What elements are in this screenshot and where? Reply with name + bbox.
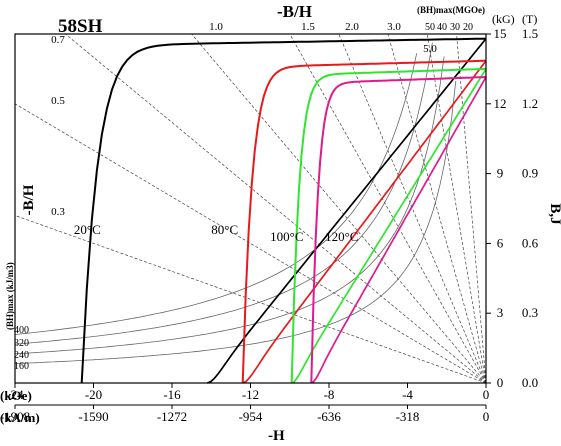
y-tick-label-kg: 6: [497, 235, 504, 250]
y-tick-label-kg: 15: [494, 26, 507, 41]
y-tick-label-t: 0.6: [522, 235, 539, 250]
normal-curve: [310, 76, 487, 384]
axes: -24 -1908 -20 -1590 -16 -1272 -12 -954 -8 -636 -4 -…: [0, 21, 539, 424]
intrinsic-curve: [290, 67, 487, 384]
bhmax-mgoe-label: (BH)max(MGOe): [417, 5, 485, 15]
x-tick-label-kam: -954: [239, 409, 263, 424]
energy-product-curve: [14, 56, 445, 355]
temperature-label: 20°C: [74, 222, 101, 237]
x-tick-label-koe: -20: [85, 387, 102, 402]
bhmax-kj-label-value: 320: [14, 338, 29, 349]
permeance-left-label: 0.7: [51, 34, 65, 46]
y-tick-label-kg: 3: [497, 305, 504, 320]
energy-product-curve: [14, 53, 418, 335]
y-tick-label-t: 0.9: [522, 166, 538, 181]
y-tick-label-t: 0.0: [522, 375, 538, 390]
left-permeance-label: -B/H: [21, 184, 37, 215]
permeance-left-label: 0.5: [51, 95, 65, 107]
normal-curve: [206, 38, 487, 384]
chart-title: 58SH: [58, 16, 103, 37]
temperature-label: 80°C: [211, 222, 238, 237]
permeance-top-label: 1.5: [301, 21, 315, 33]
permeance-line: [289, 33, 487, 384]
y-tick-label-kg: 9: [497, 166, 504, 181]
intrinsic-curve: [310, 76, 487, 384]
permeance-top-label: 1.0: [209, 21, 223, 33]
unit-t: (T): [522, 12, 537, 26]
permeance-top-label: 2.0: [345, 21, 359, 33]
x-tick-label-kam: 0: [483, 409, 490, 424]
bhmax-mgoe-label-value: 20: [463, 22, 473, 33]
x-tick-label-koe: -4: [402, 387, 413, 402]
temperature-label: 120°C: [325, 229, 358, 244]
energy-product-curve: [14, 81, 457, 364]
bhmax-kj-label-value: 240: [14, 350, 29, 361]
permeance-line: [387, 33, 487, 384]
y-tick-label-t: 1.5: [522, 26, 538, 41]
permeance-line: [14, 215, 487, 384]
y-axis-label: B,J: [547, 203, 561, 225]
unit-koe: (kOe): [0, 388, 32, 403]
y-tick-label-t: 0.3: [522, 305, 538, 320]
bhmax-kj-label-value: 400: [14, 325, 29, 336]
x-tick-label-koe: -24: [6, 387, 24, 402]
y-tick-label-kg: 12: [494, 96, 507, 111]
bhmax-kj-label: (BH)max (kJ/m3): [5, 262, 15, 330]
top-permeance-label: -B/H: [277, 2, 312, 21]
permeance-top-label: 5.0: [423, 43, 437, 55]
intrinsic-curve: [241, 59, 486, 384]
permeance-line: [65, 33, 487, 384]
x-tick-label-kam: -636: [317, 409, 341, 424]
normal-curve: [291, 68, 487, 384]
bhmax-mgoe-label-value: 30: [450, 22, 460, 33]
unit-kg: (kG): [492, 12, 515, 26]
normal-curve: [242, 60, 487, 384]
permeance-top-label: 3.0: [387, 21, 401, 33]
x-axis-label: -H: [268, 428, 285, 444]
x-tick-label-kam: -318: [396, 409, 420, 424]
x-tick-label-kam: -1908: [0, 409, 30, 424]
temperature-label: 100°C: [270, 229, 303, 244]
bhmax-mgoe-label-value: 40: [437, 22, 447, 33]
bhmax-kj-label-value: 160: [14, 361, 29, 372]
x-tick-label-koe: -12: [242, 387, 259, 402]
intrinsic-curve: [80, 37, 486, 384]
x-tick-label-koe: 0: [483, 387, 490, 402]
permeance-line: [338, 33, 487, 384]
unit-kam: (kA/m): [0, 410, 40, 425]
permeance-left-label: 0.3: [51, 206, 65, 218]
curves: 20°C 80°C 100°C 120°C: [74, 37, 487, 384]
permeance-line: [14, 103, 487, 384]
x-tick-label-koe: -16: [163, 387, 181, 402]
permeance-line: [426, 33, 487, 384]
x-tick-label-kam: -1272: [157, 409, 187, 424]
energy-product-curve: [14, 42, 433, 345]
y-tick-label-kg: 0: [497, 375, 504, 390]
permeance-line: [191, 33, 487, 384]
x-tick-label-koe: -8: [324, 387, 335, 402]
bhmax-mgoe-label-value: 50: [425, 22, 435, 33]
y-tick-label-t: 1.2: [522, 96, 538, 111]
x-tick-label-kam: -1590: [78, 409, 108, 424]
